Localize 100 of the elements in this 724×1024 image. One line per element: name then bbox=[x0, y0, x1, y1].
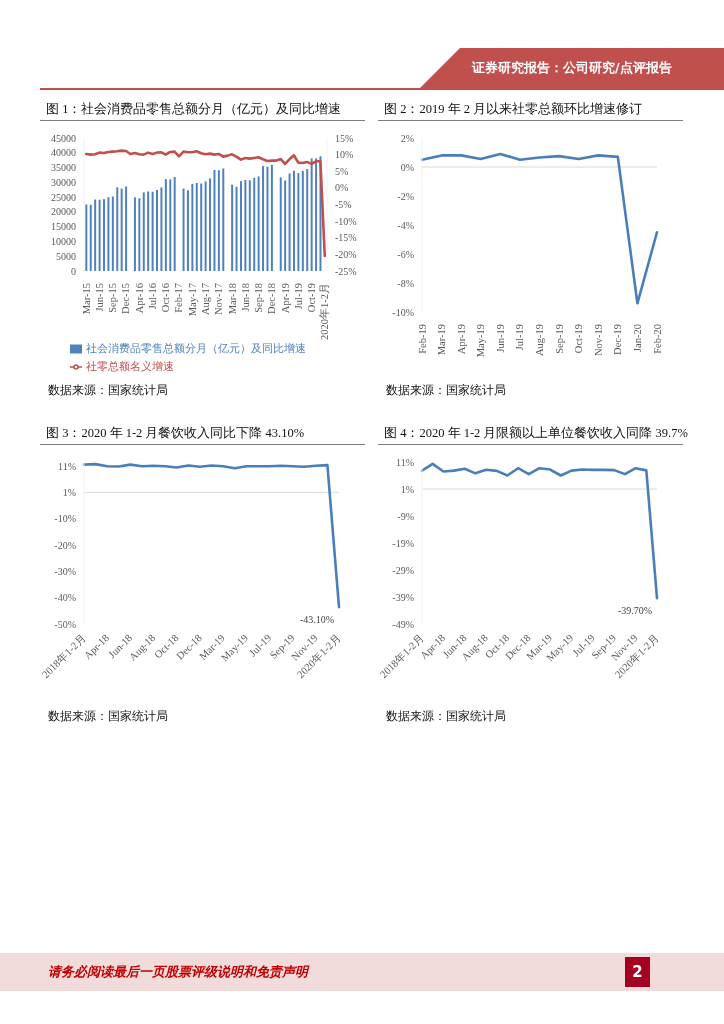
y-tick-label: -19% bbox=[392, 537, 414, 549]
y-tick-label: -49% bbox=[392, 618, 414, 630]
y-tick-label: 11% bbox=[58, 460, 76, 472]
bar bbox=[151, 191, 154, 271]
x-tick-label: Jul-16 bbox=[146, 283, 158, 310]
bar bbox=[133, 197, 136, 271]
bar bbox=[310, 158, 313, 271]
y-tick-label: 15000 bbox=[51, 221, 76, 233]
y-tick-label: -50% bbox=[54, 618, 76, 630]
line-series bbox=[82, 462, 341, 609]
bar bbox=[288, 173, 291, 271]
y-tick-label: -30% bbox=[54, 565, 76, 577]
y-tick-label: 25000 bbox=[51, 191, 76, 203]
bar bbox=[120, 188, 123, 271]
x-tick-label: Aug-17 bbox=[200, 283, 211, 316]
chart-title: 图 3：2020 年 1-2 月餐饮收入同比下降 43.10% bbox=[40, 422, 365, 445]
chart-title: 图 1：社会消费品零售总额分月（亿元）及同比增速 bbox=[40, 98, 365, 121]
x-tick-label: Dec-15 bbox=[120, 283, 132, 314]
x-tick-label: Apr-19 bbox=[455, 324, 467, 355]
bar bbox=[156, 190, 159, 271]
bar bbox=[160, 187, 163, 271]
bar bbox=[94, 199, 97, 271]
x-tick-label: Jul-19 bbox=[292, 283, 304, 310]
x-tick-label: May-17 bbox=[186, 283, 198, 317]
y-tick-label: -6% bbox=[397, 248, 414, 260]
data-label: -39.70% bbox=[617, 605, 653, 617]
line-series bbox=[84, 149, 327, 258]
bar bbox=[103, 199, 105, 271]
bar bbox=[191, 183, 194, 271]
y-tick-label: -9% bbox=[397, 510, 414, 522]
x-tick-label: Oct-19 bbox=[573, 324, 585, 354]
y-tick-label: -20% bbox=[54, 539, 76, 551]
x-tick-label: Sep-19 bbox=[553, 324, 565, 354]
y-tick-label: 2% bbox=[400, 132, 414, 144]
bar bbox=[98, 199, 101, 271]
bar bbox=[164, 179, 167, 271]
x-tick-label: Nov-19 bbox=[592, 324, 604, 357]
y-tick-label: -10% bbox=[392, 306, 414, 318]
bar bbox=[270, 164, 273, 271]
x-tick-label: Mar-19 bbox=[436, 324, 448, 356]
y-tick-label: 0 bbox=[71, 265, 76, 277]
y-tick-label: 0% bbox=[400, 161, 414, 173]
text: 请务必阅读最后一页股票评级说明和免责声明 bbox=[48, 963, 308, 981]
bar bbox=[262, 166, 265, 271]
bar bbox=[138, 198, 141, 271]
bar bbox=[195, 182, 198, 271]
bar bbox=[239, 181, 242, 271]
x-tick-label: Apr-16 bbox=[133, 283, 145, 314]
chart-title: 图 2：2019 年 2 月以来社零总额环比增速修订 bbox=[378, 98, 683, 121]
bar bbox=[125, 186, 128, 271]
y2-tick-label: -25% bbox=[335, 265, 357, 277]
bar bbox=[301, 170, 304, 271]
y2-tick-label: 10% bbox=[335, 149, 354, 161]
x-tick-label: Oct-19 bbox=[306, 283, 318, 313]
bar bbox=[279, 177, 282, 271]
bar bbox=[182, 188, 185, 271]
x-tick-label: Jun-19 bbox=[494, 324, 506, 353]
bar bbox=[147, 191, 150, 271]
line-series bbox=[420, 462, 659, 600]
x-tick-label: May-19 bbox=[475, 324, 487, 358]
x-tick-label: Jun-18 bbox=[239, 283, 251, 312]
bar bbox=[213, 169, 216, 271]
bar bbox=[306, 169, 309, 271]
bar bbox=[85, 204, 88, 271]
x-tick-label: Mar-15 bbox=[80, 283, 92, 315]
bar bbox=[200, 183, 203, 271]
x-tick-label: Feb-20 bbox=[651, 324, 663, 354]
x-tick-label: Jan-20 bbox=[631, 324, 643, 352]
source-note: 数据来源：国家统计局 bbox=[48, 708, 168, 725]
y-tick-label: -8% bbox=[397, 277, 414, 289]
y-tick-label: -4% bbox=[397, 219, 414, 231]
bar bbox=[315, 158, 318, 271]
x-tick-label: Jun-15 bbox=[93, 283, 105, 312]
x-tick-label: Apr-19 bbox=[279, 283, 291, 314]
x-tick-label: Aug-19 bbox=[534, 324, 545, 357]
x-tick-label: Sep-15 bbox=[107, 283, 119, 313]
legend-label: 社会消费品零售总额分月（亿元）及同比增速 bbox=[86, 342, 306, 354]
y-tick-label: -10% bbox=[54, 513, 76, 525]
bar bbox=[253, 177, 256, 271]
bar bbox=[248, 180, 251, 271]
bar bbox=[169, 179, 172, 271]
x-tick-label: Feb-19 bbox=[416, 324, 428, 354]
bar bbox=[111, 196, 114, 271]
y2-tick-label: -15% bbox=[335, 232, 357, 244]
bar bbox=[284, 180, 287, 271]
y2-tick-label: -20% bbox=[335, 248, 357, 260]
x-tick-label: Sep-18 bbox=[253, 283, 265, 313]
bar bbox=[186, 190, 189, 271]
bar bbox=[107, 197, 110, 271]
bar bbox=[89, 204, 92, 271]
y-tick-label: 30000 bbox=[51, 176, 76, 188]
x-tick-label: Jul-19 bbox=[514, 324, 526, 351]
y2-tick-label: -10% bbox=[335, 215, 357, 227]
bar bbox=[257, 176, 260, 271]
bar bbox=[204, 181, 207, 271]
y-tick-label: 35000 bbox=[51, 162, 76, 174]
text: 证券研究报告：公司研究/点评报告 bbox=[472, 60, 672, 77]
bar bbox=[235, 186, 238, 271]
y-tick-label: 1% bbox=[400, 483, 414, 495]
x-tick-label: Feb-17 bbox=[173, 283, 185, 313]
